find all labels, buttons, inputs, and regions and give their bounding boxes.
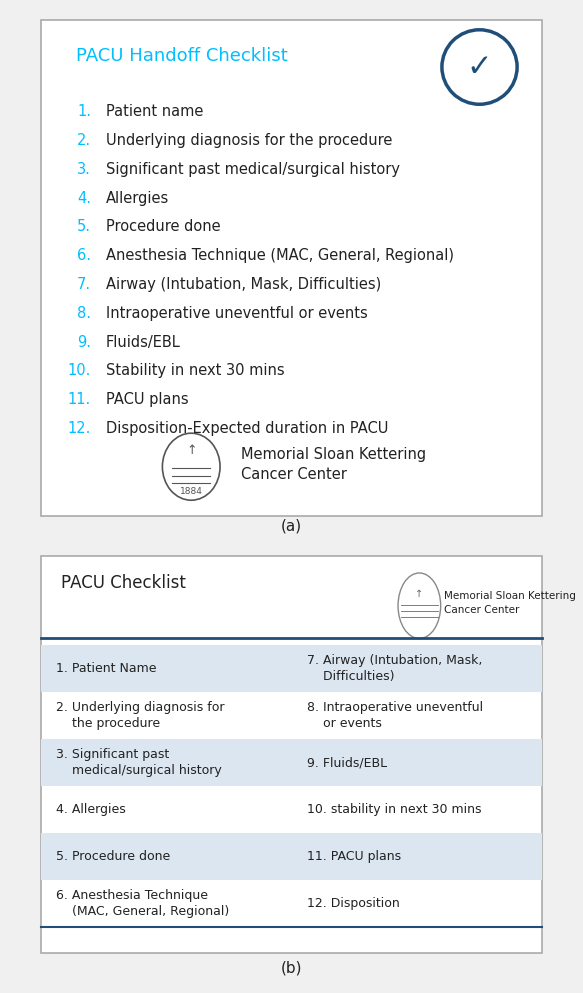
Text: 1. Patient Name: 1. Patient Name — [56, 662, 156, 675]
Text: 1884: 1884 — [180, 487, 203, 496]
Ellipse shape — [398, 573, 441, 638]
Text: 1.: 1. — [77, 104, 91, 119]
Text: ↑: ↑ — [415, 589, 423, 599]
Circle shape — [442, 30, 517, 104]
Text: 3.: 3. — [77, 162, 91, 177]
Text: 11.: 11. — [68, 392, 91, 407]
Text: 7. Airway (Intubation, Mask,
    Difficulties): 7. Airway (Intubation, Mask, Difficultie… — [307, 654, 482, 683]
Text: Allergies: Allergies — [106, 191, 169, 206]
Text: ✓: ✓ — [467, 53, 492, 81]
Text: Patient name: Patient name — [106, 104, 203, 119]
Text: Anesthesia Technique (MAC, General, Regional): Anesthesia Technique (MAC, General, Regi… — [106, 248, 454, 263]
Text: 9. Fluids/EBL: 9. Fluids/EBL — [307, 756, 387, 770]
Text: Procedure done: Procedure done — [106, 219, 220, 234]
FancyBboxPatch shape — [41, 833, 542, 880]
Text: Significant past medical/surgical history: Significant past medical/surgical histor… — [106, 162, 400, 177]
Text: 2. Underlying diagnosis for
    the procedure: 2. Underlying diagnosis for the procedur… — [56, 701, 224, 730]
Text: 10.: 10. — [68, 363, 91, 378]
Text: 6.: 6. — [77, 248, 91, 263]
Text: 4. Allergies: 4. Allergies — [56, 803, 125, 816]
Text: PACU plans: PACU plans — [106, 392, 189, 407]
Text: 8.: 8. — [77, 306, 91, 321]
Text: Stability in next 30 mins: Stability in next 30 mins — [106, 363, 285, 378]
Text: 3. Significant past
    medical/surgical history: 3. Significant past medical/surgical his… — [56, 748, 222, 778]
Text: Intraoperative uneventful or events: Intraoperative uneventful or events — [106, 306, 368, 321]
Text: 11. PACU plans: 11. PACU plans — [307, 850, 401, 863]
Text: 9.: 9. — [77, 335, 91, 350]
Text: PACU Handoff Checklist: PACU Handoff Checklist — [76, 47, 287, 66]
Text: 8. Intraoperative uneventful
    or events: 8. Intraoperative uneventful or events — [307, 701, 483, 730]
Text: Fluids/EBL: Fluids/EBL — [106, 335, 181, 350]
Text: 10. stability in next 30 mins: 10. stability in next 30 mins — [307, 803, 481, 816]
Text: 12.: 12. — [68, 421, 91, 436]
FancyBboxPatch shape — [41, 556, 542, 953]
FancyBboxPatch shape — [41, 645, 542, 692]
Text: 6. Anesthesia Technique
    (MAC, General, Regional): 6. Anesthesia Technique (MAC, General, R… — [56, 889, 229, 918]
Text: PACU Checklist: PACU Checklist — [61, 574, 186, 592]
Text: 4.: 4. — [77, 191, 91, 206]
Ellipse shape — [163, 433, 220, 500]
Text: Airway (Intubation, Mask, Difficulties): Airway (Intubation, Mask, Difficulties) — [106, 277, 381, 292]
Text: (b): (b) — [281, 960, 302, 976]
Text: Disposition-Expected duration in PACU: Disposition-Expected duration in PACU — [106, 421, 388, 436]
Text: 5.: 5. — [77, 219, 91, 234]
Text: Memorial Sloan Kettering
Cancer Center: Memorial Sloan Kettering Cancer Center — [241, 447, 427, 482]
Text: 5. Procedure done: 5. Procedure done — [56, 850, 170, 863]
FancyBboxPatch shape — [41, 20, 542, 516]
Text: ↑: ↑ — [186, 444, 196, 457]
FancyBboxPatch shape — [41, 739, 542, 786]
Text: Memorial Sloan Kettering
Cancer Center: Memorial Sloan Kettering Cancer Center — [444, 591, 577, 615]
Text: 7.: 7. — [77, 277, 91, 292]
Text: 2.: 2. — [77, 133, 91, 148]
Text: 12. Disposition: 12. Disposition — [307, 897, 399, 910]
Text: Underlying diagnosis for the procedure: Underlying diagnosis for the procedure — [106, 133, 392, 148]
Text: (a): (a) — [281, 518, 302, 534]
